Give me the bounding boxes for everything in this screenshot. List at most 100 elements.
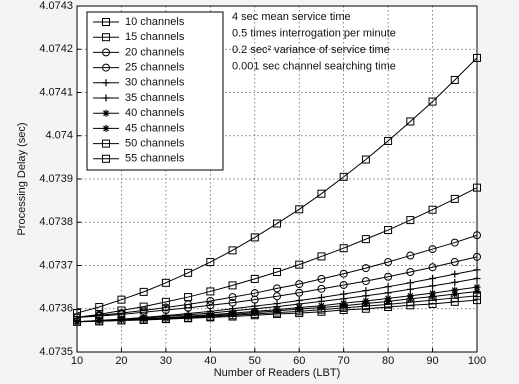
marker: [117, 295, 126, 304]
marker: [317, 274, 326, 283]
y-tick-label: 4.0743: [39, 0, 73, 12]
series-line: [76, 256, 478, 318]
marker: [406, 267, 415, 276]
marker: [184, 268, 193, 277]
x-tick-label: 80: [382, 355, 394, 367]
marker: [384, 303, 393, 312]
legend-label: 25 channels: [125, 62, 185, 74]
marker: [161, 303, 170, 312]
x-tick-label: 100: [468, 355, 486, 367]
marker: [273, 284, 281, 293]
x-tick-label: 20: [115, 355, 127, 367]
marker: [273, 219, 281, 228]
marker: [384, 136, 393, 145]
marker: [473, 291, 481, 300]
marker: [102, 63, 110, 72]
marker: [295, 205, 304, 214]
annotation: 0.001 sec channel searching time: [232, 60, 396, 72]
marker: [102, 48, 110, 57]
marker: [450, 194, 459, 203]
marker: [473, 296, 481, 305]
marker: [361, 277, 370, 286]
marker: [384, 283, 392, 291]
marker: [229, 310, 237, 318]
marker: [406, 216, 415, 225]
marker: [102, 33, 110, 42]
marker: [473, 283, 481, 291]
marker: [384, 272, 393, 281]
legend-label: 35 channels: [125, 92, 185, 104]
marker: [139, 287, 148, 296]
marker: [73, 309, 81, 318]
x-tick-label: 30: [160, 355, 172, 367]
marker: [428, 245, 437, 254]
marker: [206, 287, 215, 296]
marker: [406, 117, 415, 126]
marker: [339, 280, 348, 289]
marker: [473, 287, 481, 295]
plot-frame: [76, 5, 478, 353]
marker: [273, 309, 281, 318]
marker: [428, 97, 437, 106]
x-axis-label: Number of Readers (LBT): [214, 367, 341, 379]
legend-label: 55 channels: [125, 153, 185, 165]
marker: [451, 286, 459, 294]
marker: [384, 226, 393, 235]
x-tick-label: 90: [426, 355, 438, 367]
marker: [228, 281, 237, 290]
legend-label: 15 channels: [125, 31, 185, 43]
marker: [273, 292, 281, 301]
annotation: 0.5 times interrogation per minute: [232, 27, 396, 39]
legend-label: 50 channels: [125, 138, 185, 150]
marker: [273, 267, 281, 276]
marker: [473, 183, 481, 192]
marker: [295, 288, 304, 297]
marker: [473, 252, 481, 261]
y-tick-label: 4.0735: [39, 346, 73, 358]
x-tick-label: 60: [293, 355, 305, 367]
marker: [117, 316, 126, 325]
y-tick-label: 4.0742: [39, 43, 73, 55]
marker: [361, 304, 370, 313]
marker: [451, 270, 459, 278]
marker: [473, 231, 481, 240]
x-tick-label: 10: [71, 355, 83, 367]
marker: [317, 303, 325, 311]
marker: [317, 189, 326, 198]
marker: [250, 233, 259, 242]
x-tick-label: 50: [249, 355, 261, 367]
marker: [317, 252, 326, 261]
marker: [450, 238, 459, 247]
legend-label: 20 channels: [125, 46, 185, 58]
marker: [451, 278, 459, 286]
marker: [206, 312, 214, 320]
marker: [251, 309, 259, 317]
marker: [102, 154, 110, 163]
marker: [361, 264, 370, 273]
marker: [102, 18, 110, 26]
marker: [206, 258, 215, 267]
marker: [102, 109, 110, 117]
x-tick-label: 70: [338, 355, 350, 367]
marker: [102, 94, 110, 102]
marker: [429, 282, 437, 290]
marker: [406, 301, 415, 310]
annotation: 0.2 sec² variance of service time: [232, 44, 390, 56]
marker: [228, 246, 237, 255]
marker: [317, 307, 326, 316]
legend-label: 40 channels: [125, 107, 185, 119]
marker: [250, 274, 259, 283]
marker: [161, 297, 170, 306]
marker: [317, 284, 326, 293]
marker: [184, 313, 192, 321]
marker: [206, 313, 215, 322]
marker: [429, 274, 437, 282]
marker: [206, 296, 215, 305]
marker: [295, 309, 304, 318]
legend-label: 10 channels: [125, 16, 185, 28]
marker: [102, 124, 110, 132]
x-tick-label: 40: [204, 355, 216, 367]
y-tick-label: 4.0736: [39, 303, 73, 315]
marker: [228, 293, 237, 302]
